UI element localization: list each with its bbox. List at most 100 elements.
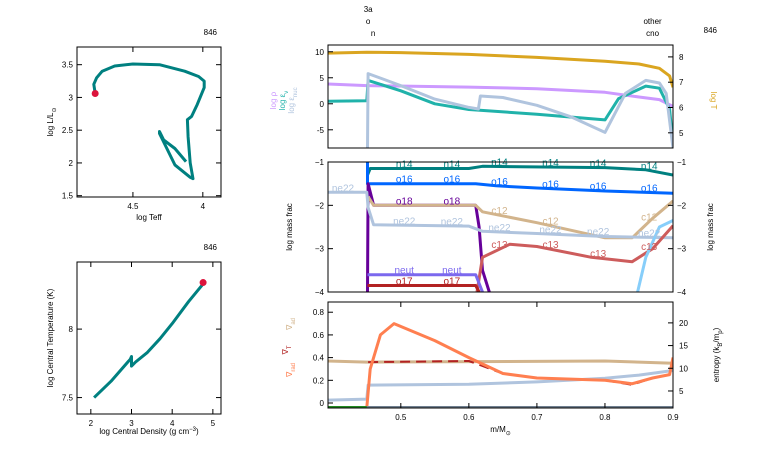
y-tick-label: 3 [69, 93, 74, 102]
panel-1: 2 3 4 5 7.5 8 846 log Central Density (g cm−3) l… [46, 243, 222, 436]
series-line-curve-0 [93, 282, 205, 399]
series-line-curve-0 [92, 62, 206, 181]
y2-tick-label: −4 [677, 288, 687, 297]
series-label-o18: o18 [444, 196, 461, 207]
y-tick-label: 2 [69, 159, 74, 168]
y-tick-label: −2 [315, 201, 325, 210]
series-line-n14 [366, 164, 673, 177]
series-group [328, 162, 673, 292]
series-label-ne22: ne22 [441, 217, 464, 228]
series-label-n14: n14 [396, 160, 413, 171]
y-axis-label: log mass frac [285, 203, 294, 251]
burn-label: n [371, 29, 375, 38]
series-label-o16: o16 [542, 180, 559, 191]
series-label-ne22: ne22 [638, 228, 661, 239]
series-label-o16: o16 [590, 182, 607, 193]
series-label-c13: c13 [491, 240, 508, 251]
x-axis-label: log Central Density (g cm−3) [99, 427, 199, 436]
y-axis-label-0: log ρ [269, 91, 278, 109]
series-label-n14: n14 [491, 158, 508, 169]
series-line-entropy [328, 369, 673, 402]
y2-tick-label: 6 [679, 104, 684, 113]
series-line-log T [328, 50, 673, 88]
x-tick-label: 3 [129, 419, 134, 428]
series-label-c13: c13 [590, 249, 607, 260]
series-label-n14: n14 [641, 161, 658, 172]
series-label-ne22: ne22 [587, 227, 610, 238]
x-tick-label: 0.6 [463, 413, 475, 422]
y-tick-label: 1.5 [62, 192, 74, 201]
series-group [328, 50, 673, 148]
burn-label: other [643, 17, 662, 26]
series-label-o17: o17 [396, 277, 413, 288]
series-label-c13: c13 [542, 240, 559, 251]
plot-frame [327, 161, 674, 293]
series-label-o16: o16 [491, 177, 508, 188]
x-tick-label: 2 [89, 419, 94, 428]
series-label-o17: o17 [444, 277, 461, 288]
model-number: 846 [704, 26, 718, 35]
series-line-neut [367, 273, 484, 292]
series-label-neut: neut [394, 266, 414, 277]
y-tick-label: 2.5 [62, 126, 74, 135]
y2-tick-label: 8 [679, 53, 684, 62]
series-label-o16: o16 [641, 183, 658, 194]
model-number: 846 [204, 28, 218, 37]
y-tick-label: 0 [320, 399, 325, 408]
y-tick-label: 10 [315, 48, 324, 57]
x-axis-label: log Teff [136, 213, 162, 222]
series-line-∇T [368, 357, 673, 386]
panel-3: n14 n14 n14 n14 n14 n14 o16 o16 o16 o16 o16 o16 o18 o… [285, 158, 715, 297]
plot-frame [327, 301, 674, 409]
series-label-ne22: ne22 [488, 223, 511, 234]
series-label-n14: n14 [590, 159, 607, 170]
y-tick-label: 3.5 [62, 61, 74, 70]
x-tick-label: 4 [201, 202, 206, 211]
x-tick-label: 0.5 [395, 413, 407, 422]
x-tick-label: 0.9 [667, 413, 679, 422]
y-tick-label: 0.8 [313, 308, 325, 317]
y2-tick-label: 5 [679, 129, 684, 138]
series-line-curve-8 [636, 219, 673, 292]
y-tick-label: 0.2 [313, 376, 325, 385]
y-axis-label-2: ∇rad [285, 363, 297, 378]
series-label-ne22: ne22 [539, 225, 562, 236]
y2-axis-label: log mass frac [706, 203, 715, 251]
series-label-ne22: ne22 [393, 216, 416, 227]
burn-label: cno [646, 29, 659, 38]
series-label-ne22: ne22 [332, 183, 355, 194]
series-label-c12: c12 [641, 213, 658, 224]
series-label-o18: o18 [396, 196, 413, 207]
y-tick-label: 0.6 [313, 331, 325, 340]
y-tick-label: −3 [315, 245, 325, 254]
x-tick-label: 0.8 [599, 413, 611, 422]
series-line-c12 [366, 195, 673, 240]
series-label-neut: neut [442, 266, 462, 277]
x-tick-label: 5 [211, 419, 216, 428]
series-line-log ε_ν [328, 78, 673, 146]
current-model-marker [91, 90, 99, 98]
y2-tick-label: −3 [677, 245, 687, 254]
burn-label: o [366, 17, 371, 26]
y-tick-label: 0.4 [313, 354, 325, 363]
series-line-log ε_nuc [366, 72, 673, 148]
series-line-ne22 [328, 190, 673, 240]
plot-frame [76, 46, 222, 198]
y2-tick-label: 15 [679, 342, 688, 351]
plot-frame [327, 44, 674, 149]
panel-4: 0.5 0.6 0.7 0.8 0.9 0 0.2 0.4 0.6 0.8 5 10 15 20 m/M⊙ ∇… [281, 301, 724, 437]
current-model-marker [199, 279, 207, 287]
y-axis-label: log L/L⊙ [46, 107, 58, 136]
burn-label: 3a [364, 5, 373, 14]
y-tick-label: -5 [317, 126, 325, 135]
series-line-∇ad [328, 359, 673, 365]
series-label-c13: c13 [641, 242, 658, 253]
y2-axis-label: log T [709, 92, 718, 110]
y-tick-label: 8 [69, 325, 74, 334]
y2-tick-label: 10 [679, 364, 688, 373]
y-tick-label: 5 [320, 74, 325, 83]
plot-frame [76, 261, 222, 415]
y-axis-label: log Central Temperature (K) [46, 288, 55, 387]
